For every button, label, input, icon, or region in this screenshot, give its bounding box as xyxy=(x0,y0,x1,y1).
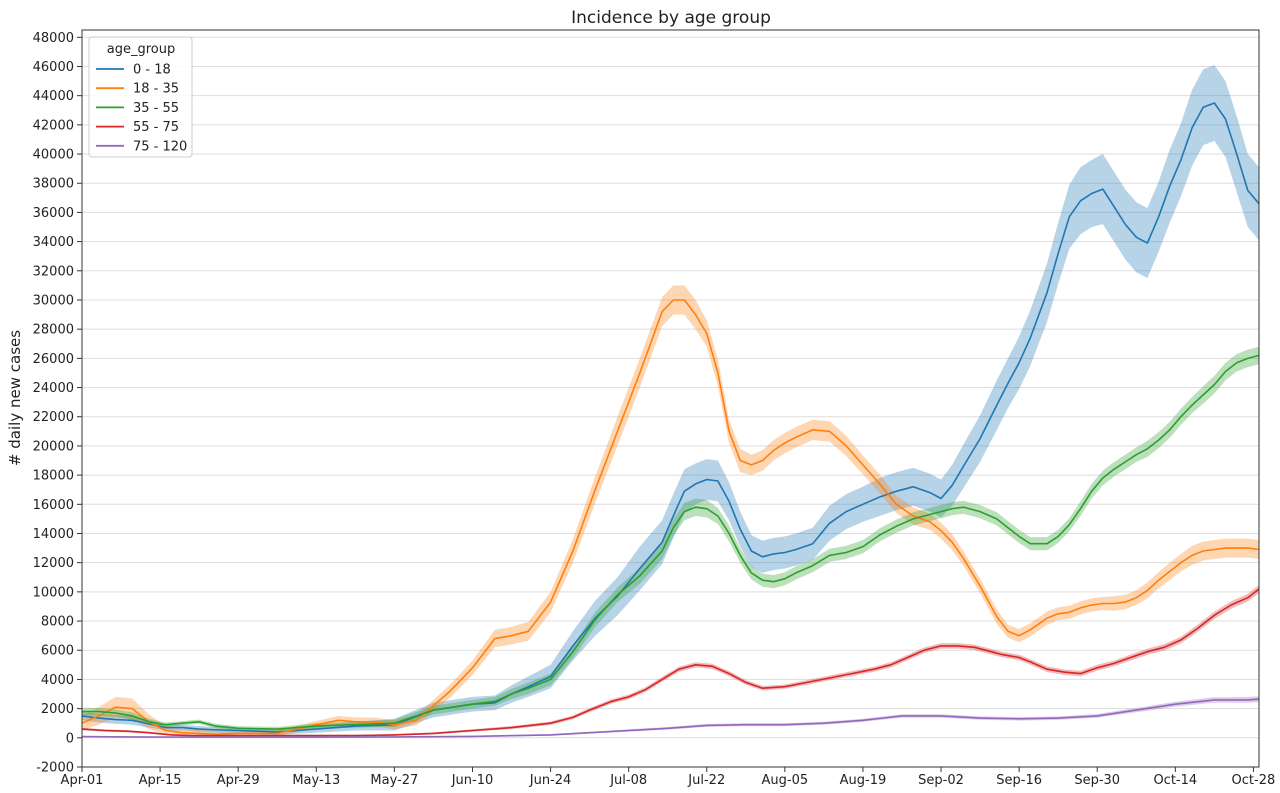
y-tick-label: 42000 xyxy=(33,118,74,133)
y-tick-label: 44000 xyxy=(33,89,74,104)
y-tick-label: 24000 xyxy=(33,381,74,396)
y-tick-label: 8000 xyxy=(41,615,74,630)
y-tick-label: 36000 xyxy=(33,206,74,221)
y-tick-label: 20000 xyxy=(33,439,74,454)
x-tick-label: Apr-29 xyxy=(217,773,260,788)
line-series-2 xyxy=(82,354,1260,730)
y-tick-label: 0 xyxy=(66,731,74,746)
legend-label: 35 - 55 xyxy=(133,101,179,116)
line-series-0 xyxy=(81,102,1260,733)
y-tick-label: 26000 xyxy=(33,352,74,367)
legend-title: age_group xyxy=(107,42,175,57)
y-tick-label: 10000 xyxy=(33,585,74,600)
band-series-4 xyxy=(82,696,1259,738)
y-tick-label: 40000 xyxy=(33,148,74,163)
grid xyxy=(82,36,1259,768)
y-axis: -2000 0 2000 4000 6000 8000 10000 12000 14000 160… xyxy=(33,31,82,776)
y-tick-label: 6000 xyxy=(41,644,74,659)
legend-label: 18 - 35 xyxy=(133,82,179,97)
y-tick-label: 12000 xyxy=(33,556,74,571)
legend-entries: 0 - 18 18 - 35 35 - 55 55 - 75 75 - 120 xyxy=(96,63,187,154)
y-tick-label: -2000 xyxy=(36,761,74,776)
y-tick-label: 32000 xyxy=(33,264,74,279)
y-tick-label: 34000 xyxy=(33,235,74,250)
line-series-1 xyxy=(81,299,1260,736)
y-tick-label: 38000 xyxy=(33,177,74,192)
chart-title: Incidence by age group xyxy=(571,8,771,28)
legend: age_group 0 - 18 18 - 35 35 - 55 55 - 75 75 … xyxy=(88,36,193,158)
x-tick-label: Sep-30 xyxy=(1074,773,1120,788)
legend-label: 75 - 120 xyxy=(133,139,187,154)
series-lines xyxy=(81,102,1260,738)
x-axis: Apr-01 Apr-15 Apr-29 May-13 May-27 Jun-10 Jun-… xyxy=(61,767,1276,788)
band-series-0 xyxy=(82,65,1259,735)
x-tick-label: May-13 xyxy=(292,773,340,788)
y-tick-label: 48000 xyxy=(33,31,74,46)
legend-label: 0 - 18 xyxy=(133,63,171,78)
x-tick-label: Apr-01 xyxy=(61,773,104,788)
y-tick-label: 28000 xyxy=(33,323,74,338)
x-tick-label: Aug-05 xyxy=(762,773,809,788)
confidence-bands xyxy=(82,65,1259,738)
line-series-4 xyxy=(81,698,1260,738)
band-series-2 xyxy=(82,346,1259,732)
y-tick-label: 2000 xyxy=(41,702,74,717)
band-series-3 xyxy=(82,584,1259,737)
x-tick-label: Oct-28 xyxy=(1232,773,1276,788)
x-tick-label: Jul-08 xyxy=(609,773,647,788)
y-tick-label: 14000 xyxy=(33,527,74,542)
y-tick-label: 18000 xyxy=(33,469,74,484)
legend-label: 55 - 75 xyxy=(133,120,179,135)
y-tick-label: 16000 xyxy=(33,498,74,513)
x-tick-label: May-27 xyxy=(370,773,418,788)
y-tick-label: 22000 xyxy=(33,410,74,425)
x-tick-label: Sep-02 xyxy=(918,773,964,788)
y-axis-title: # daily new cases xyxy=(6,330,24,466)
plot-frame xyxy=(81,29,1260,768)
x-tick-label: Apr-15 xyxy=(139,773,182,788)
x-tick-label: Aug-19 xyxy=(840,773,887,788)
x-tick-label: Oct-14 xyxy=(1153,773,1197,788)
x-tick-label: Jun-24 xyxy=(529,773,572,788)
y-tick-label: 4000 xyxy=(41,673,74,688)
x-tick-label: Jun-10 xyxy=(451,773,494,788)
y-tick-label: 46000 xyxy=(33,60,74,75)
line-series-3 xyxy=(81,588,1260,737)
x-tick-label: Sep-16 xyxy=(996,773,1042,788)
x-tick-label: Jul-22 xyxy=(687,773,725,788)
y-tick-label: 30000 xyxy=(33,293,74,308)
